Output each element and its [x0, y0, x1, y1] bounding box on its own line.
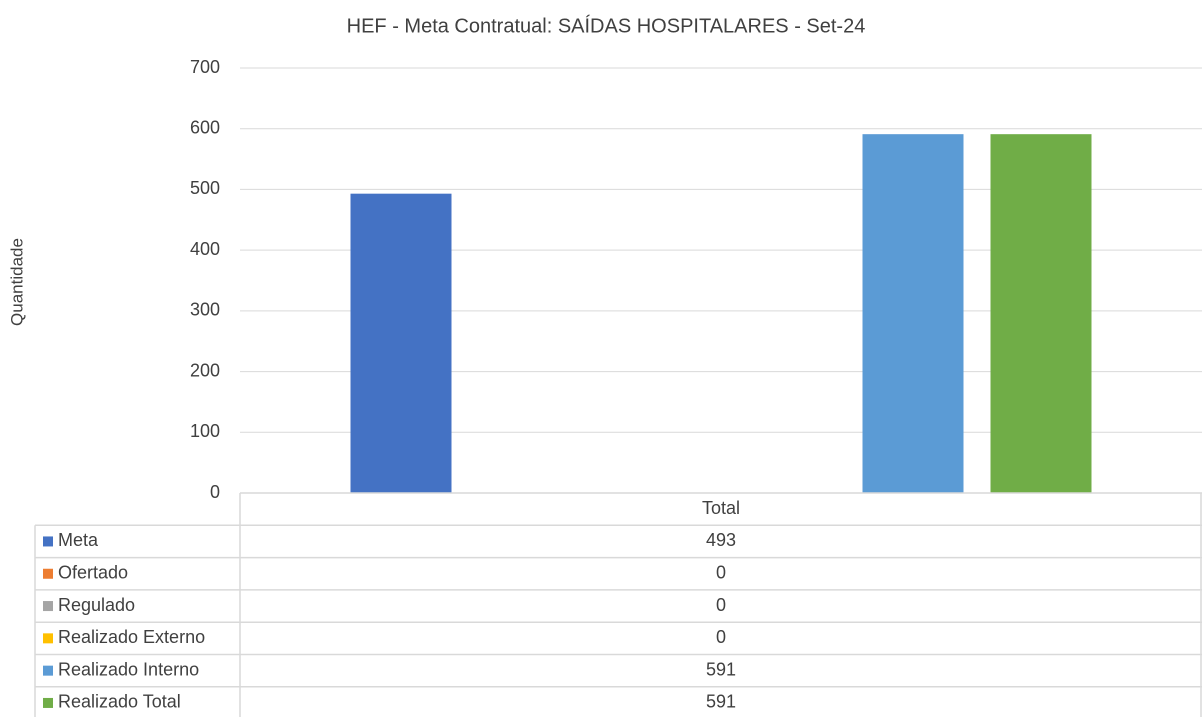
y-tick-label: 100 — [190, 421, 220, 441]
chart-title: HEF - Meta Contratual: SAÍDAS HOSPITALAR… — [347, 14, 866, 37]
y-tick-label: 400 — [190, 239, 220, 259]
table-value: 0 — [716, 595, 726, 615]
legend-key — [43, 697, 53, 708]
table-value: 493 — [706, 530, 736, 550]
y-tick-label: 700 — [190, 57, 220, 77]
y-tick-label: 0 — [210, 482, 220, 502]
y-tick-label: 600 — [190, 117, 220, 137]
table-value: 0 — [716, 627, 726, 647]
legend-label: Realizado Externo — [58, 627, 205, 647]
legend-key — [43, 633, 53, 644]
bar — [862, 134, 964, 493]
table-header: Total — [702, 498, 740, 518]
y-axis-label: Quantidade — [7, 238, 26, 326]
y-tick-label: 300 — [190, 300, 220, 320]
table-value: 591 — [706, 692, 736, 712]
legend-label: Realizado Interno — [58, 659, 199, 679]
y-tick-label: 500 — [190, 178, 220, 198]
legend-key — [43, 536, 53, 547]
y-tick-label: 200 — [190, 360, 220, 380]
table-value: 0 — [716, 563, 726, 583]
bar — [350, 193, 452, 493]
table-value: 591 — [706, 659, 736, 679]
legend-key — [43, 601, 53, 612]
legend-key — [43, 568, 53, 579]
bar — [990, 134, 1092, 493]
legend-label: Ofertado — [58, 563, 128, 583]
legend-label: Realizado Total — [58, 692, 181, 712]
legend-key — [43, 665, 53, 676]
legend-label: Meta — [58, 530, 99, 550]
legend-label: Regulado — [58, 595, 135, 615]
